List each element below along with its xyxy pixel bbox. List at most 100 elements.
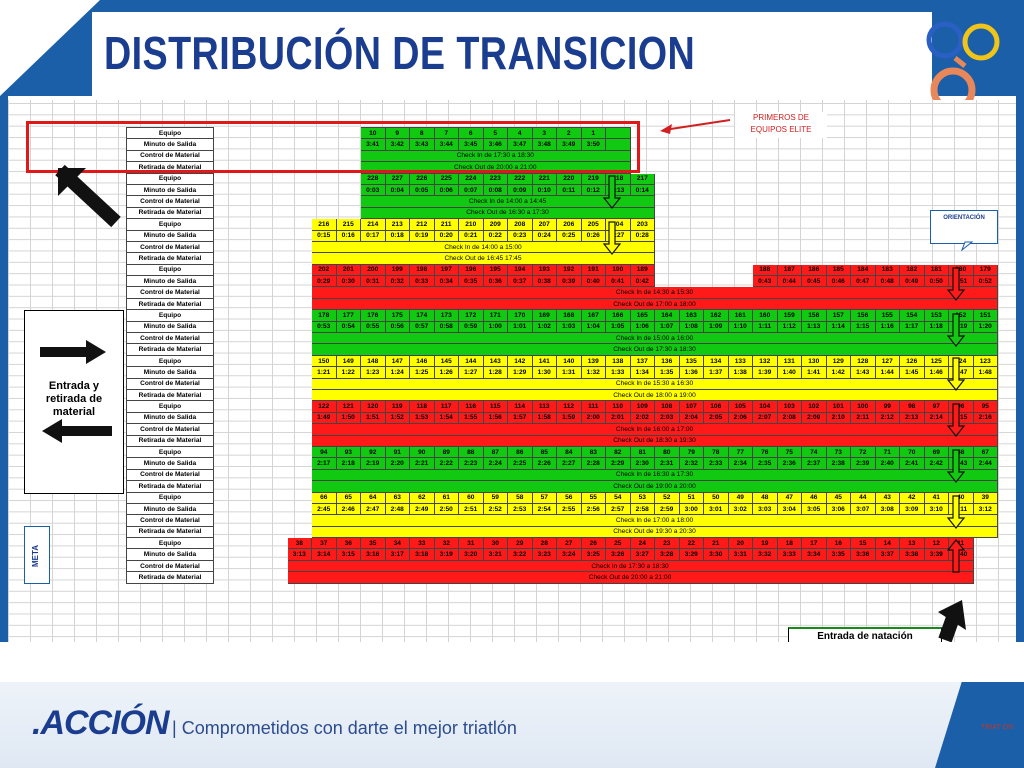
team-number: 173: [433, 309, 459, 322]
check-in-cell: Check In de 17:00 a 18:00: [311, 514, 998, 527]
start-time: 0:29: [311, 275, 337, 288]
start-time: 1:15: [850, 320, 876, 334]
team-number: 108: [654, 400, 680, 413]
start-time: 0:30: [335, 275, 361, 288]
team-number: 155: [874, 309, 900, 322]
team-number: 182: [899, 263, 925, 277]
team-number: 207: [531, 218, 557, 231]
team-number: 16: [825, 537, 851, 550]
start-time: 0:46: [825, 275, 851, 288]
team-number: 187: [776, 263, 802, 277]
team-number: 164: [654, 309, 680, 322]
start-time: 0:47: [850, 275, 876, 288]
start-time: 3:22: [507, 548, 533, 561]
team-number: 206: [556, 218, 582, 231]
empty-cell: [214, 526, 312, 537]
team-number: 150: [311, 354, 337, 368]
start-time: 2:03: [654, 411, 680, 425]
start-time: 3:39: [923, 548, 949, 561]
start-time: 3:25: [580, 548, 606, 561]
minuto-label: Minuto de Salida: [126, 275, 214, 288]
minuto-row: Minuto de Salida 2:45 2:46 2:47 2:48 2:49 2:50…: [126, 502, 998, 516]
team-number: 43: [874, 491, 900, 504]
start-time: 2:41: [899, 457, 925, 470]
start-time: 0:48: [874, 275, 900, 288]
start-time: 2:21: [409, 457, 435, 470]
team-number: 94: [311, 445, 337, 459]
team-number: 66: [311, 491, 337, 504]
start-time: 0:53: [311, 320, 337, 334]
empty-cell: [214, 503, 312, 514]
team-number: 193: [531, 263, 557, 277]
team-number: 87: [482, 445, 508, 459]
start-time: 3:04: [776, 502, 802, 516]
start-time: 0:52: [972, 275, 998, 288]
team-number: 57: [531, 491, 557, 504]
check-out-cell: Check Out de 17:30 a 18:30: [311, 343, 998, 356]
minuto-label: Minuto de Salida: [126, 457, 214, 470]
start-time: 1:54: [433, 411, 459, 425]
start-time: 3:15: [335, 548, 361, 561]
start-time: 1:24: [384, 366, 410, 379]
equipo-label: Equipo: [126, 263, 214, 277]
minuto-row: Minuto de Salida 0:53 0:54 0:55 0:56 0:57 0:58…: [126, 320, 998, 334]
equipo-label: Equipo: [126, 354, 214, 368]
team-number: 139: [580, 354, 606, 368]
team-number: 28: [531, 537, 557, 550]
start-time: 3:40: [948, 548, 974, 561]
start-time: 0:08: [482, 183, 508, 197]
check-out-cell: Check Out de 16:45 17:45: [311, 252, 655, 265]
start-time: 3:34: [801, 548, 827, 561]
start-time: 2:16: [972, 411, 998, 425]
team-number: 177: [335, 309, 361, 322]
empty-cell: [214, 458, 312, 469]
team-number: 167: [580, 309, 606, 322]
team-number: 181: [923, 263, 949, 277]
start-time: 1:50: [335, 411, 361, 425]
empty-cell: [214, 560, 288, 571]
orientation-label: ORIENTACIÓN: [943, 215, 985, 221]
empty-cell: [655, 173, 998, 184]
team-number: 74: [801, 445, 827, 459]
start-time: 2:10: [825, 411, 851, 425]
start-time: 3:48: [531, 138, 557, 151]
equipo-label: Equipo: [126, 400, 214, 413]
team-number: 46: [801, 491, 827, 504]
team-number: 67: [972, 445, 998, 459]
start-time: 0:13: [605, 183, 631, 197]
team-number: 103: [776, 400, 802, 413]
start-time: 2:20: [384, 457, 410, 470]
team-number: 107: [678, 400, 704, 413]
team-number: 218: [605, 172, 631, 185]
team-number: 49: [727, 491, 753, 504]
start-time: 2:42: [923, 457, 949, 470]
empty-cell: [214, 310, 312, 321]
team-number: 208: [507, 218, 533, 231]
empty-cell: [214, 276, 312, 287]
team-number: 131: [776, 354, 802, 368]
team-number: 190: [605, 263, 631, 277]
start-time: 2:15: [948, 411, 974, 425]
team-number: 195: [482, 263, 508, 277]
start-time: 2:54: [531, 502, 557, 516]
team-number: 166: [605, 309, 631, 322]
start-time: 0:23: [507, 229, 533, 242]
start-time: 2:01: [605, 411, 631, 425]
minuto-row: Minuto de Salida 0:29 0:30 0:31 0:32 0:33 0:34…: [126, 275, 998, 288]
retirada-row: Retirada de Material Check Out de 20:00 a…: [126, 571, 998, 584]
equipo-row: Equipo 216 215 214 213 212 211 210 209 208 207 206 2…: [126, 218, 998, 231]
start-time: 1:01: [507, 320, 533, 334]
team-number: 160: [752, 309, 778, 322]
team-number: 169: [531, 309, 557, 322]
start-time: 1:22: [335, 366, 361, 379]
start-time: 1:21: [311, 366, 337, 379]
control-row: Control de Material Check In de 15:30 a 1…: [126, 377, 998, 391]
start-time: 3:24: [556, 548, 582, 561]
start-time: 2:28: [580, 457, 606, 470]
team-number: 222: [507, 172, 533, 185]
team-number: 38: [286, 537, 312, 550]
empty-cell: [214, 401, 312, 412]
team-number: 224: [458, 172, 484, 185]
check-in-cell: Check In de 14:00 a 15:00: [311, 240, 655, 254]
start-time: 0:21: [458, 229, 484, 242]
